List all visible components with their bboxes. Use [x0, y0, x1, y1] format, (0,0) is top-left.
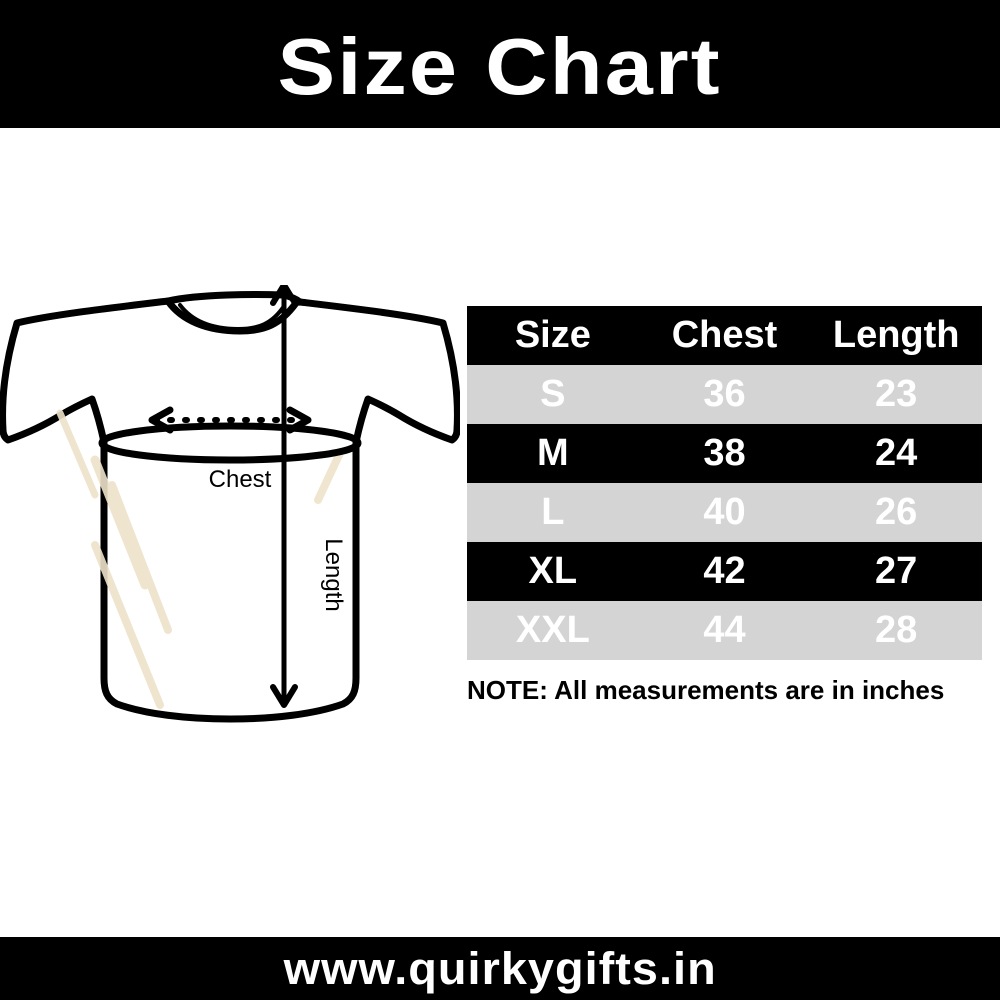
svg-text:Chest: Chest — [209, 466, 272, 493]
svg-text:Length: Length — [320, 538, 347, 611]
